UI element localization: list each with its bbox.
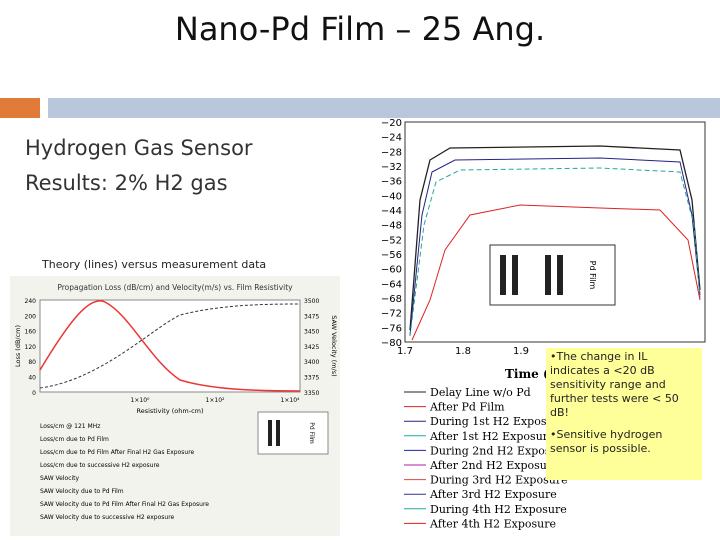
- legend-entry: After 3rd H2 Exposure: [429, 488, 557, 501]
- y-tick-label: 240: [25, 298, 37, 305]
- legend-entry: During 4th H2 Exposure: [430, 503, 567, 516]
- y-tick-label: −76: [381, 323, 402, 334]
- subtitle: Results: 2% H2 gas: [25, 171, 228, 195]
- exposure-curve: [409, 157, 701, 336]
- left-plot-area: [39, 299, 301, 393]
- plot-title: Propagation Loss (dB/cm) and Velocity(m/…: [57, 283, 293, 292]
- y-tick-label: −72: [381, 309, 402, 320]
- subtitle: Hydrogen Gas Sensor: [25, 136, 253, 160]
- y-tick-label: −40: [381, 191, 402, 202]
- y-tick-label: −80: [381, 338, 402, 349]
- y-tick-label: 160: [25, 329, 37, 336]
- y-tick-label: −48: [381, 221, 402, 232]
- legend-entry: After 1st H2 Exposure: [429, 430, 555, 443]
- legend-entry: SAW Velocity: [40, 475, 80, 482]
- legend-entry: After 2nd H2 Exposure: [429, 459, 559, 472]
- note-box: •The change in IL indicates a <20 dB sen…: [546, 348, 702, 480]
- delay-line-curve: [409, 145, 701, 331]
- y2-tick-label: 3375: [304, 375, 319, 382]
- y2-tick-label: 3475: [304, 313, 319, 320]
- legend-entry: Loss/cm @ 121 MHz: [40, 423, 100, 430]
- loss-curve: [39, 300, 301, 392]
- legend-entry: During 3rd H2 Exposure: [430, 474, 568, 487]
- y-tick-label: −44: [381, 206, 402, 217]
- accent-orange: [0, 98, 40, 118]
- y2-tick-label: 3350: [304, 390, 319, 397]
- y2-axis-label: SAW Velocity (m/s): [330, 315, 338, 376]
- right-inset: [489, 244, 616, 306]
- exposure-curve: [409, 167, 701, 337]
- y-tick-label: −20: [381, 118, 402, 129]
- note: •The change in IL indicates a <20 dB sen…: [550, 350, 679, 419]
- legend-entry: SAW Velocity due to Pd Film After Final …: [40, 501, 209, 508]
- y-tick-label: −28: [381, 147, 402, 158]
- y-tick-label: −64: [381, 279, 402, 290]
- y2-tick-label: 3400: [304, 359, 319, 366]
- inset-label: Pd Film: [308, 422, 315, 444]
- accent-bar: [48, 98, 720, 118]
- y-tick-label: −68: [381, 294, 402, 305]
- note: •Sensitive hydrogen sensor is possible.: [550, 428, 663, 455]
- x-tick-label: 1.7: [397, 346, 413, 357]
- legend-entry: Loss/cm due to Pd Film: [40, 436, 109, 443]
- x-tick-label: 1.8: [455, 346, 471, 357]
- y-tick-label: 80: [28, 359, 36, 366]
- y2-tick-label: 3500: [304, 298, 319, 305]
- x-tick-label: 1×10⁰: [131, 397, 150, 404]
- y-tick-label: 40: [28, 375, 36, 382]
- y-tick-label: −24: [381, 133, 402, 144]
- velocity-curve: [39, 303, 301, 389]
- legend-entry: During 1st H2 Exposure: [430, 415, 565, 428]
- x-axis-label: Resistivity (ohm-cm): [136, 407, 203, 415]
- y-tick-label: −52: [381, 235, 402, 246]
- legend-entry: SAW Velocity due to Pd Film: [40, 488, 124, 495]
- legend-entry: Delay Line w/o Pd: [430, 386, 531, 399]
- y-axis-label: Loss (dB/cm): [14, 325, 22, 367]
- legend-entry: Loss/cm due to Pd Film After Final H2 Ga…: [40, 449, 195, 456]
- y-tick-label: 200: [25, 313, 37, 320]
- caption: Theory (lines) versus measurement data: [41, 258, 266, 271]
- y2-tick-label: 3450: [304, 329, 319, 336]
- legend-entry: Loss/cm due to successive H2 exposure: [40, 462, 160, 469]
- x-tick-label: 1×10²: [206, 397, 225, 404]
- y-tick-label: 120: [25, 344, 37, 351]
- y-tick-label: −32: [381, 162, 402, 173]
- legend-entry: After Pd Film: [429, 401, 505, 414]
- y-tick-label: −56: [381, 250, 402, 261]
- right-plot-area: [404, 121, 706, 343]
- y2-tick-label: 3425: [304, 344, 319, 351]
- legend-entry: After 4th H2 Exposure: [429, 517, 556, 530]
- slide-title: Nano-Pd Film – 25 Ang.: [175, 10, 545, 48]
- x-tick-label: 1.9: [513, 346, 529, 357]
- after-pd-curve: [411, 204, 701, 341]
- electrodes: [268, 255, 563, 446]
- inset-label: Pd Film: [588, 261, 597, 290]
- x-tick-label: 1×10⁴: [281, 397, 300, 404]
- legend-entry: SAW Velocity due to successive H2 exposu…: [40, 514, 175, 521]
- y-tick-label: −60: [381, 265, 402, 276]
- legend-entry: During 2nd H2 Exposure: [430, 444, 569, 457]
- y-tick-label: 0: [32, 390, 36, 397]
- y-tick-label: −36: [381, 177, 402, 188]
